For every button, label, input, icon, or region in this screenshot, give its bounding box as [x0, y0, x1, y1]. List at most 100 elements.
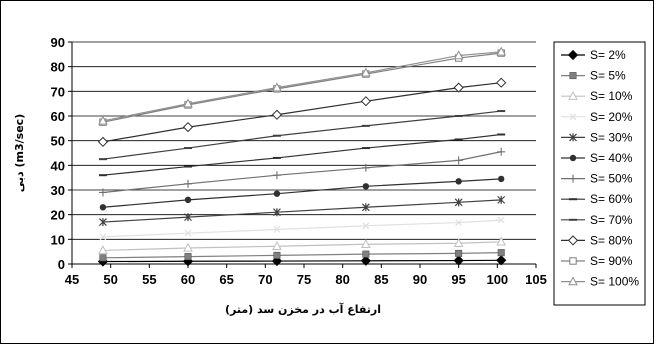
legend-item: S= 70% [561, 213, 633, 227]
data-point [496, 46, 507, 56]
data-point [497, 195, 506, 204]
legend-swatch-marker [567, 235, 579, 246]
y-axis-ticks: 0 10 20 30 40 50 60 70 80 90 [51, 35, 72, 272]
data-point [360, 96, 371, 107]
legend-swatch-marker [569, 154, 577, 162]
legend-swatch-marker [568, 90, 578, 100]
y-tick-label: 10 [51, 232, 65, 247]
data-point [496, 255, 507, 266]
series-line [102, 133, 502, 176]
legend-label: S= 10% [590, 89, 633, 103]
data-point [454, 198, 463, 207]
data-point [272, 82, 282, 92]
legend-label: S= 100% [590, 275, 639, 289]
x-tick-label: 55 [142, 272, 156, 287]
data-point [361, 203, 370, 212]
series-11 [99, 49, 505, 126]
data-point [97, 136, 109, 148]
data-point [183, 98, 193, 108]
series-12 [98, 46, 507, 125]
x-tick-label: 100 [486, 272, 508, 287]
legend: S= 2% S= 5% S= 10% S= 20% S= 30% S= 40% S= 50%… [561, 48, 639, 289]
legend-item: S= 50% [561, 172, 633, 186]
x-tick-label: 85 [374, 272, 388, 287]
data-point [360, 255, 371, 266]
data-point [98, 188, 107, 197]
y-tick-label: 70 [51, 84, 65, 99]
y-tick-label: 30 [51, 183, 65, 198]
legend-label: S= 30% [590, 130, 633, 144]
legend-item: S= 60% [561, 192, 633, 206]
data-point [361, 239, 371, 248]
legend-label: S= 60% [590, 192, 633, 206]
y-tick-label: 80 [51, 60, 65, 75]
y-tick-label: 90 [51, 35, 65, 50]
data-point [455, 249, 463, 257]
legend-swatch-marker [569, 174, 577, 183]
legend-item: S= 30% [561, 130, 633, 144]
legend-item: S= 20% [561, 110, 633, 124]
data-point [455, 178, 462, 185]
data-point [273, 190, 281, 197]
data-point [362, 183, 370, 190]
series-line [102, 151, 502, 194]
x-tick-label: 95 [451, 272, 465, 287]
data-point [272, 240, 282, 250]
data-point [496, 77, 507, 88]
legend-item: S= 100% [561, 275, 639, 289]
series-line [102, 252, 502, 259]
series-line [102, 52, 502, 123]
legend-swatch-marker [569, 257, 577, 265]
series-line [102, 178, 502, 208]
series-9 [98, 110, 506, 161]
x-tick-label: 105 [525, 272, 547, 287]
data-point [184, 179, 192, 188]
data-point [184, 253, 192, 261]
legend-swatch-marker [569, 133, 577, 142]
data-point [454, 156, 463, 165]
data-point [272, 171, 281, 180]
legend-item: S= 10% [561, 89, 633, 103]
series-line [102, 51, 502, 122]
x-tick-label: 80 [335, 272, 349, 287]
data-point [453, 82, 464, 93]
data-point [98, 245, 108, 255]
legend-item: S= 80% [561, 233, 633, 247]
data-point [99, 204, 107, 211]
x-tick-label: 90 [413, 272, 427, 287]
x-tick-label: 75 [297, 272, 311, 287]
gridlines [72, 41, 536, 240]
data-point [361, 67, 371, 77]
series-4 [99, 216, 505, 241]
legend-label: S= 40% [590, 151, 633, 165]
data-point [182, 121, 194, 133]
legend-item: S= 5% [561, 69, 626, 83]
data-point [99, 218, 107, 227]
data-point [455, 219, 463, 226]
data-point [184, 229, 192, 237]
data-point [273, 208, 281, 217]
y-tick-label: 0 [58, 257, 65, 272]
data-point [98, 115, 108, 125]
data-point [362, 222, 370, 230]
y-tick-label: 60 [51, 109, 65, 124]
legend-swatch-marker [568, 276, 578, 286]
series-line [102, 219, 502, 238]
data-point [496, 236, 507, 246]
legend-item: S= 2% [561, 48, 626, 62]
data-point [453, 255, 464, 266]
data-point [453, 50, 464, 60]
series-8 [98, 133, 506, 177]
data-point [273, 226, 281, 233]
series-group [97, 46, 507, 267]
series-3 [98, 236, 507, 255]
legend-label: S= 90% [590, 254, 633, 268]
series-line [102, 259, 502, 263]
legend-swatch-marker [569, 113, 577, 121]
data-point [273, 251, 281, 259]
series-line [102, 241, 502, 252]
x-tick-label: 60 [181, 272, 195, 287]
legend-swatch-marker [569, 72, 577, 80]
